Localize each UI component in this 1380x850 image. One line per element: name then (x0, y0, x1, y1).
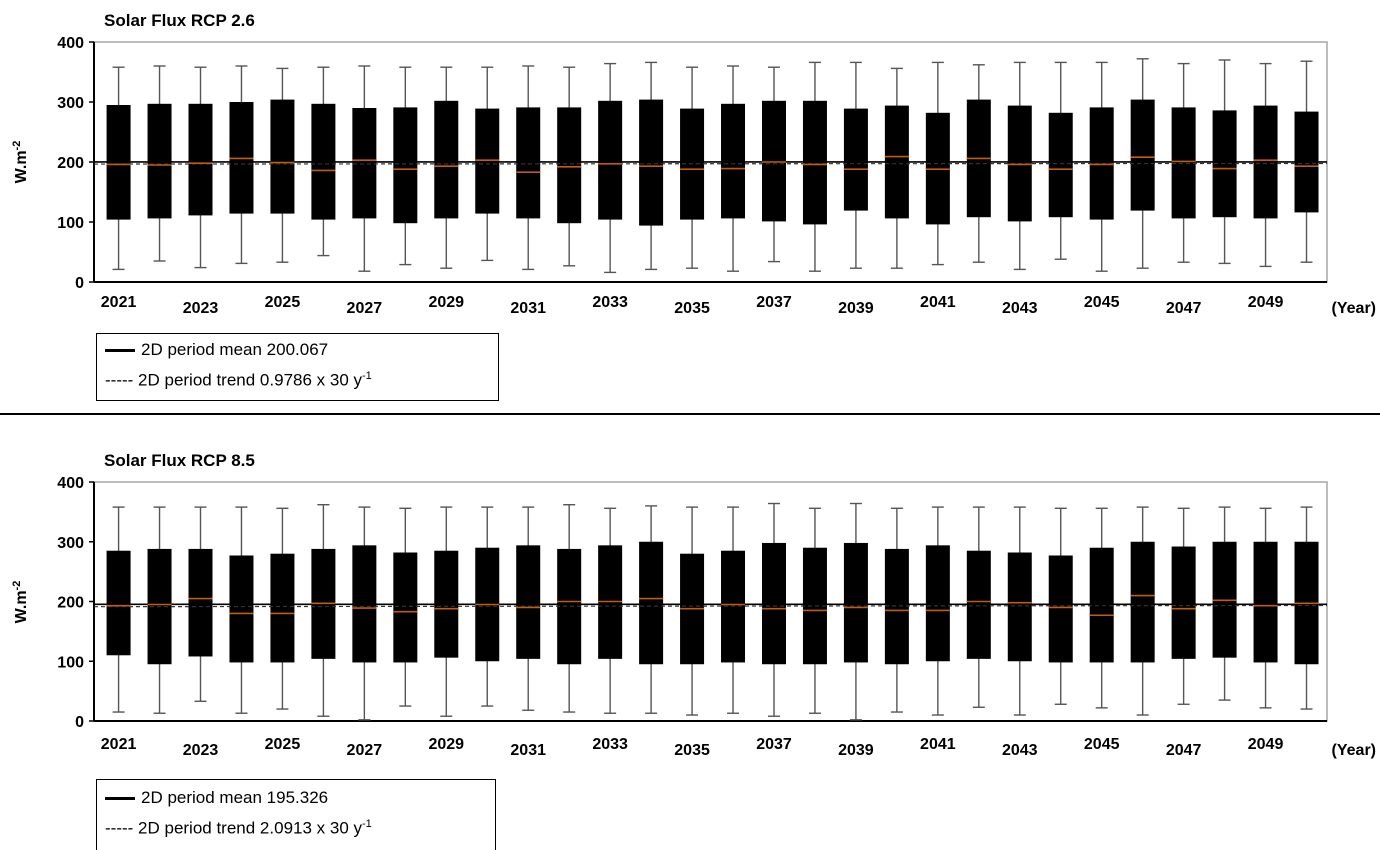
x-tick-label: 2043 (1002, 742, 1038, 759)
legend-trend-label: ----- 2D period trend 2.0913 x 30 y (105, 818, 363, 838)
x-tick-label: 2029 (428, 736, 464, 753)
x-tick-label: 2043 (1002, 300, 1038, 317)
box-iqr (229, 555, 254, 663)
box-iqr (843, 542, 868, 663)
legend-rcp85: 2D period mean 195.326 ----- 2D period t… (96, 779, 496, 850)
y-tick-label: 0 (75, 275, 84, 292)
box-iqr (1253, 541, 1278, 663)
legend-solid-line-swatch (105, 349, 135, 353)
trend-line (93, 162, 1328, 165)
x-tick-label: 2037 (756, 736, 792, 753)
y-tick-label: 400 (57, 475, 84, 492)
box-iqr (639, 541, 664, 665)
x-tick-label: 2045 (1084, 736, 1120, 753)
x-tick-label: 2035 (674, 742, 710, 759)
x-tick-label: 2033 (592, 294, 628, 311)
legend-solid-line-swatch (105, 797, 135, 801)
box-iqr (557, 107, 582, 224)
y-axis-label: W.m-2 (11, 581, 30, 624)
box-iqr (884, 548, 909, 665)
x-tick-label: 2029 (428, 294, 464, 311)
box-iqr (516, 545, 541, 659)
box-iqr (1048, 112, 1073, 218)
x-tick-label: 2045 (1084, 294, 1120, 311)
x-tick-label: 2047 (1166, 742, 1202, 759)
trend-line (93, 604, 1328, 608)
y-axis-label: W.m-2 (11, 141, 30, 184)
box-iqr (761, 100, 786, 222)
chart-title: Solar Flux RCP 8.5 (104, 451, 255, 470)
x-tick-label: 2049 (1248, 294, 1284, 311)
x-tick-label: 2037 (756, 294, 792, 311)
y-tick-label: 100 (57, 654, 84, 671)
x-tick-label: 2031 (510, 742, 546, 759)
box-iqr (1171, 546, 1196, 659)
y-axis-label-sup: -2 (11, 141, 23, 151)
x-tick-label: 2021 (101, 736, 137, 753)
legend-trend-label: ----- 2D period trend 0.9786 x 30 y (105, 370, 363, 390)
box-iqr (1130, 99, 1155, 211)
y-tick-label: 200 (57, 155, 84, 172)
chart-rcp85: Solar Flux RCP 8.5 0 100 200 300 400 W.m-2 2021… (11, 451, 1376, 759)
x-tick-label: 2027 (347, 300, 383, 317)
x-tick-label: 2041 (920, 736, 956, 753)
box-iqr (147, 103, 172, 219)
box-iqr (721, 103, 746, 219)
x-tick-label: 2047 (1166, 300, 1202, 317)
x-axis-unit-label: (Year) (1332, 300, 1376, 317)
box-iqr (188, 103, 213, 216)
chart-rcp26: Solar Flux RCP 2.6 0 100 200 300 400 W.m-2 2021… (11, 11, 1376, 317)
box-iqr (393, 552, 418, 663)
legend-trend-sup: -1 (362, 370, 372, 382)
legend-trend-sup: -1 (362, 818, 372, 830)
x-tick-label: 2033 (592, 736, 628, 753)
y-tick-label: 300 (57, 535, 84, 552)
x-tick-label: 2049 (1248, 736, 1284, 753)
legend-trend-entry: ----- 2D period trend 0.9786 x 30 y-1 (105, 370, 372, 391)
chart-title: Solar Flux RCP 2.6 (104, 11, 255, 30)
box-iqr (1007, 552, 1032, 662)
x-tick-label: 2023 (183, 742, 219, 759)
x-tick-label: 2031 (510, 300, 546, 317)
legend-mean-entry: 2D period mean 200.067 (105, 340, 328, 360)
x-tick-label: 2035 (674, 300, 710, 317)
box-iqr (270, 99, 295, 214)
y-tick-label: 0 (75, 714, 84, 731)
y-tick-label: 300 (57, 95, 84, 112)
y-axis-label-sup: -2 (11, 581, 23, 591)
y-tick-label: 100 (57, 215, 84, 232)
box-iqr (106, 550, 131, 656)
box-iqr (352, 108, 377, 219)
x-tick-label: 2039 (838, 742, 874, 759)
box-iqr (516, 107, 541, 219)
x-tick-label: 2039 (838, 300, 874, 317)
box-iqr (1171, 107, 1196, 219)
legend-mean-label: 2D period mean 200.067 (141, 340, 329, 359)
box-iqr (393, 107, 418, 224)
y-tick-label: 400 (57, 35, 84, 52)
x-axis-unit-label: (Year) (1332, 742, 1376, 759)
legend-mean-label: 2D period mean 195.326 (141, 788, 329, 807)
x-tick-label: 2021 (101, 294, 137, 311)
x-tick-label: 2027 (347, 742, 383, 759)
box-iqr (843, 108, 868, 211)
y-tick-label: 200 (57, 595, 84, 612)
box-iqr (475, 108, 500, 214)
x-tick-label: 2023 (183, 300, 219, 317)
box-iqr (925, 545, 950, 662)
box-iqr (270, 553, 295, 663)
box-iqr (188, 548, 213, 657)
box-iqr (1048, 555, 1073, 663)
box-iqr (598, 100, 623, 220)
legend-mean-entry: 2D period mean 195.326 (105, 788, 328, 808)
x-tick-label: 2041 (920, 294, 956, 311)
box-iqr (1130, 541, 1155, 663)
x-tick-label: 2025 (265, 294, 301, 311)
box-iqr (434, 100, 459, 219)
legend-rcp26: 2D period mean 200.067 ----- 2D period t… (96, 333, 499, 401)
legend-trend-entry: ----- 2D period trend 2.0913 x 30 y-1 (105, 818, 372, 839)
x-tick-label: 2025 (265, 736, 301, 753)
